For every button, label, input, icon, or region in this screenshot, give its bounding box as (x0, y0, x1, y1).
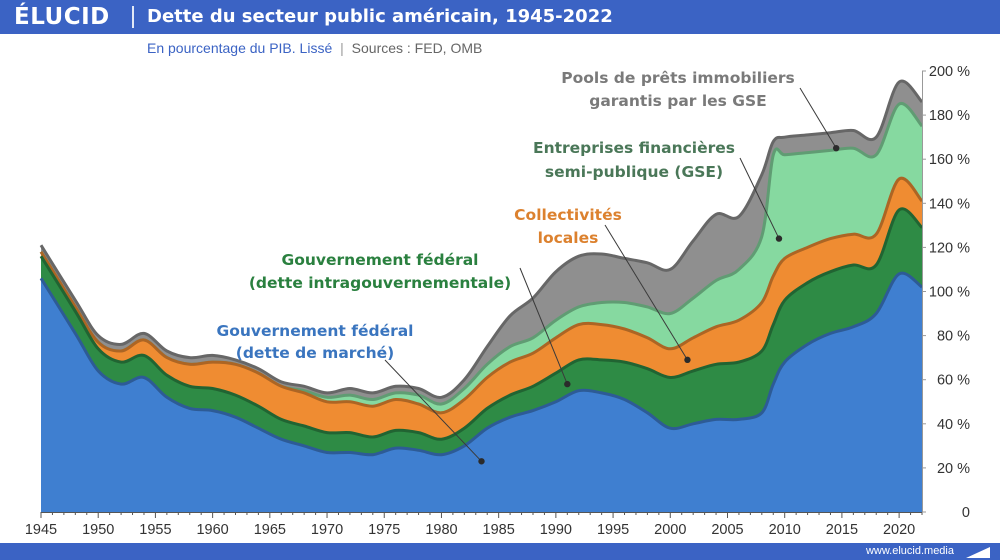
annotation-label-local: locales (538, 229, 599, 247)
area-edge-intragov (39, 207, 924, 441)
y-tick-label: 180 % (929, 108, 970, 124)
x-tick-label: 1960 (196, 522, 228, 538)
x-tick-label: 2010 (769, 522, 801, 538)
x-tick-label: 1985 (483, 522, 515, 538)
x-tick-label: 1975 (368, 522, 400, 538)
elucid-logo[interactable]: ÉLUCID (14, 4, 110, 30)
chart-annotations: Gouvernement fédéral (dette de marché) Gou… (217, 69, 840, 465)
annotation-label-intragov: (dette intragouvernementale) (249, 274, 511, 292)
chart-areas (39, 79, 924, 513)
annotation-label-pools: garantis par les GSE (589, 92, 767, 110)
x-tick-label: 1990 (540, 522, 572, 538)
y-tick-label: 60 % (937, 373, 970, 389)
y-tick-label: 100 % (929, 285, 970, 301)
area-edge-federal_market (39, 271, 923, 457)
area-edge-local (39, 176, 924, 415)
y-tick-label: 0 (962, 505, 970, 521)
x-tick-label: 1970 (311, 522, 343, 538)
x-tick-label: 2020 (883, 522, 915, 538)
y-tick-label: 40 % (937, 417, 970, 433)
annotation-dot (564, 380, 571, 388)
subtitle-unit: En pourcentage du PIB. Lissé (147, 40, 333, 56)
annotation-label-local: Collectivités (514, 206, 622, 224)
footer-bar: www.elucid.media (0, 543, 1000, 560)
chart-subtitle: En pourcentage du PIB. Lissé | Sources :… (147, 40, 482, 56)
x-tick-label: 1980 (425, 522, 457, 538)
y-tick-label: 80 % (937, 329, 970, 345)
annotation-leader (604, 224, 688, 361)
area-edge-pools (39, 79, 924, 399)
annotation-dot (832, 144, 840, 152)
y-tick-label: 200 % (929, 64, 970, 80)
annotation-dot (684, 356, 691, 364)
annotation-label-federal_market: (dette de marché) (236, 344, 395, 362)
y-tick-label: 140 % (929, 196, 970, 212)
subtitle-sources: Sources : FED, OMB (351, 40, 483, 56)
area-federal_market (41, 273, 922, 512)
annotation-leader (384, 359, 482, 462)
annotation-label-federal_market: Gouvernement fédéral (217, 322, 414, 340)
chart-title: Dette du secteur public américain, 1945-… (147, 6, 613, 27)
annotation-leader (799, 87, 837, 149)
header-divider (132, 6, 134, 28)
x-tick-label: 2005 (711, 522, 743, 538)
y-tick-label: 120 % (929, 240, 970, 256)
website-link[interactable]: www.elucid.media (865, 545, 954, 557)
x-tick-label: 2015 (826, 522, 858, 538)
annotation-label-pools: Pools de prêts immobiliers (561, 69, 795, 87)
annotation-dot (478, 458, 485, 465)
annotation-leader (739, 157, 780, 239)
annotation-label-gse: Entreprises financières (533, 139, 735, 157)
header-bar: ÉLUCID Dette du secteur public américain… (0, 0, 1000, 34)
annotation-leader (519, 267, 568, 385)
y-tick-label: 160 % (929, 152, 970, 168)
subtitle-separator: | (340, 40, 344, 56)
chart-axes: 1945 1950 1955 1960 1965 1970 1975 1980 1985 1990… (25, 64, 970, 538)
y-tick-label: 20 % (937, 461, 970, 477)
annotation-dot (775, 235, 783, 242)
x-tick-label: 1965 (254, 522, 286, 538)
annotation-label-gse: semi-publique (GSE) (545, 163, 723, 181)
x-tick-label: 1945 (25, 522, 57, 538)
x-tick-label: 1950 (82, 522, 114, 538)
x-tick-label: 1955 (139, 522, 171, 538)
x-tick-label: 1995 (597, 522, 629, 538)
elucid-corner-mark-icon (966, 547, 990, 558)
annotation-label-intragov: Gouvernement fédéral (282, 251, 479, 269)
x-tick-label: 2000 (654, 522, 686, 538)
